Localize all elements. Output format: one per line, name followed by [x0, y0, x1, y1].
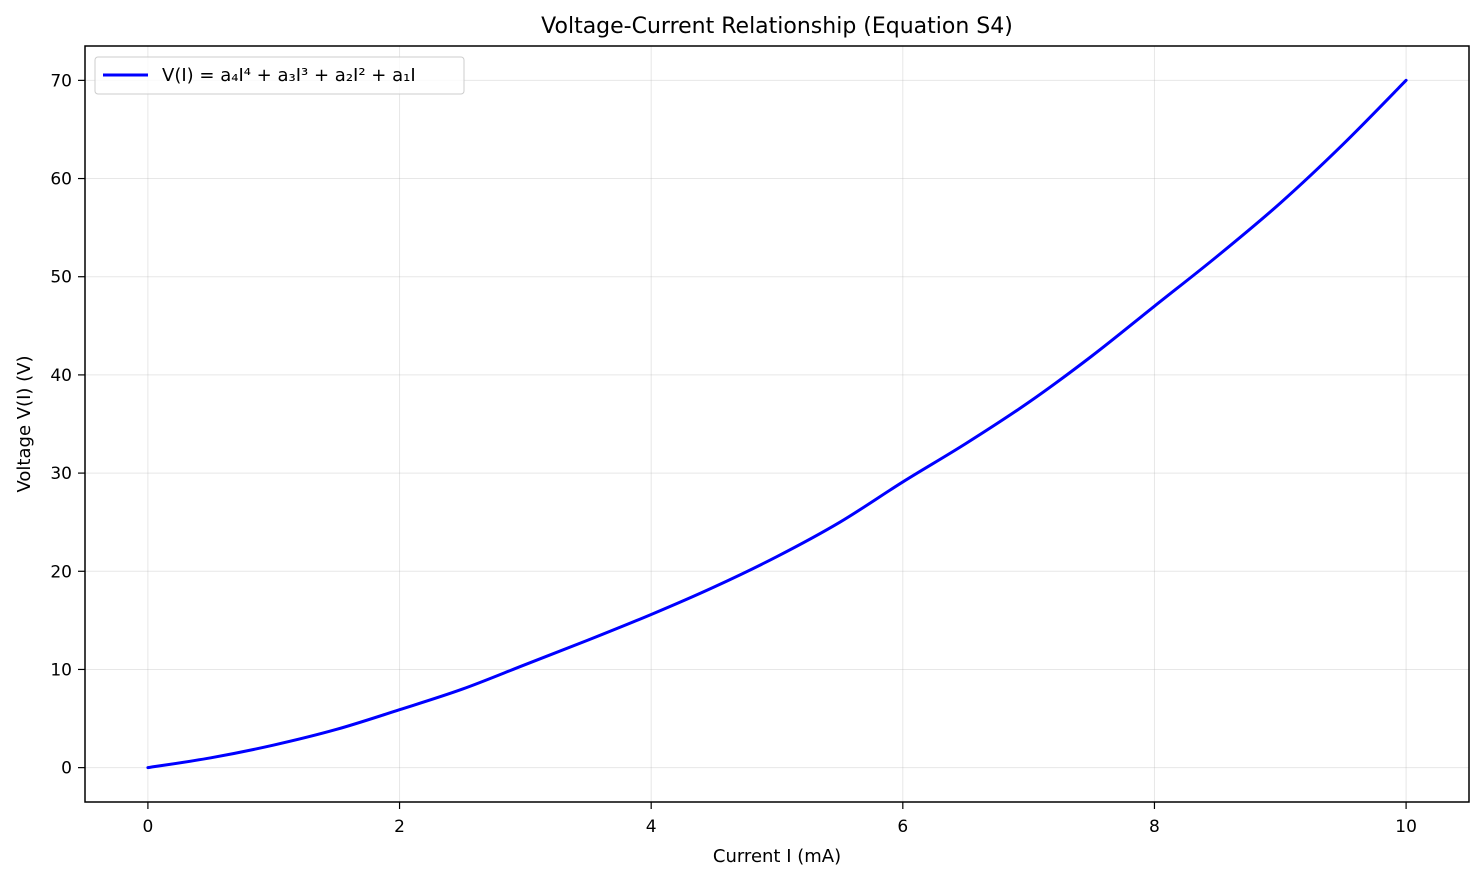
x-axis-label: Current I (mA): [713, 846, 841, 867]
x-tick-label: 4: [646, 817, 657, 837]
y-tick-label: 10: [50, 660, 72, 680]
y-tick-label: 70: [50, 71, 72, 91]
series-lines: [146, 78, 1408, 770]
y-tick-label: 40: [50, 366, 72, 386]
chart-title: Voltage-Current Relationship (Equation S…: [541, 14, 1013, 39]
x-tick-label: 0: [142, 817, 153, 837]
x-tick-label: 2: [394, 817, 405, 837]
y-tick-label: 20: [50, 562, 72, 582]
y-axis-label: Voltage V(I) (V): [14, 356, 35, 493]
y-tick-label: 30: [50, 464, 72, 484]
y-tick-label: 0: [61, 759, 72, 779]
plot-area-frame: [84, 45, 1470, 803]
y-axis-ticks: 0 10 20 30 40 50 60 70: [50, 71, 85, 779]
x-tick-label: 8: [1149, 817, 1160, 837]
x-tick-label: 10: [1395, 817, 1417, 837]
y-tick-label: 50: [50, 268, 72, 288]
x-tick-label: 6: [897, 817, 908, 837]
y-tick-label: 60: [50, 170, 72, 190]
legend-entry-label: V(I) = a₄I⁴ + a₃I³ + a₂I² + a₁I: [162, 65, 416, 86]
legend-box: [94, 56, 465, 95]
grid-lines: [85, 46, 1469, 802]
series-line-0: [146, 78, 1408, 770]
legend: V(I) = a₄I⁴ + a₃I³ + a₂I² + a₁I: [94, 56, 465, 95]
x-axis-ticks: 0 2 4 6 8 10: [142, 802, 1417, 837]
